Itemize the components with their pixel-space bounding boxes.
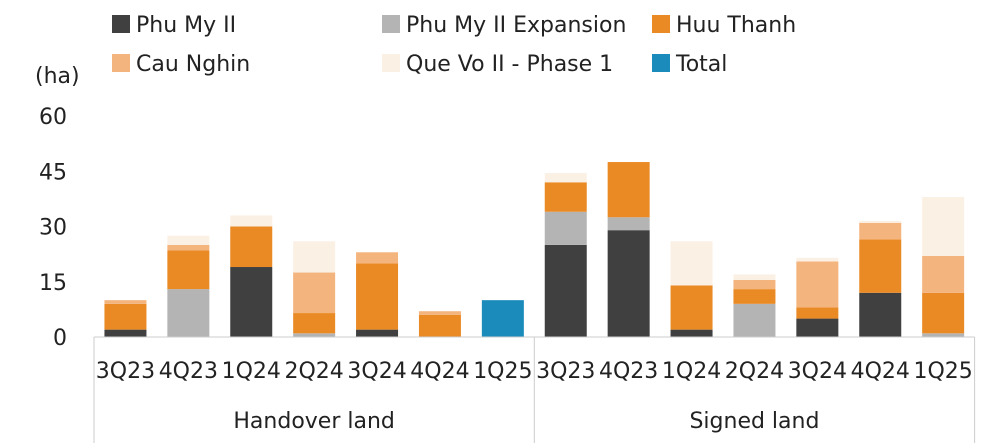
- bar-phu-my-ii-1q24: [670, 329, 713, 337]
- x-tick-label: 4Q24: [851, 359, 910, 384]
- legend-label-huu-thanh: Huu Thanh: [676, 13, 796, 38]
- bar-huu-thanh-1q24: [230, 226, 273, 268]
- bar-huu-thanh-4q24: [859, 239, 902, 293]
- bar-phu-my-ii-3q23: [544, 244, 587, 337]
- bar-phu-my-ii-3q23: [104, 329, 147, 337]
- bar-huu-thanh-3q24: [356, 263, 399, 330]
- bar-phu-my-ii-3q24: [796, 318, 839, 337]
- x-tick-label: 1Q24: [222, 359, 281, 384]
- group-label-signed-land: Signed land: [689, 409, 819, 434]
- bar-cau-nghin-3q24: [356, 252, 399, 264]
- bar-que-vo-ii-phase-1-3q24: [796, 257, 839, 262]
- x-tick-label: 2Q24: [284, 359, 343, 384]
- bar-phu-my-ii-expansion-2q24: [733, 303, 776, 337]
- x-tick-label: 3Q23: [96, 359, 155, 384]
- legend-swatch-total: [652, 54, 670, 72]
- bar-phu-my-ii-expansion-2q24: [293, 333, 336, 337]
- bar-huu-thanh-4q23: [167, 250, 210, 290]
- y-tick-label: 60: [39, 105, 67, 130]
- legend-label-cau-nghin: Cau Nghin: [136, 52, 250, 77]
- bar-phu-my-ii-expansion-1q25: [922, 333, 965, 337]
- x-tick-label: 4Q23: [159, 359, 218, 384]
- bar-phu-my-ii-4q24: [859, 292, 902, 337]
- bar-cau-nghin-4q23: [167, 244, 210, 251]
- bar-cau-nghin-3q24: [796, 261, 839, 308]
- bar-phu-my-ii-1q24: [230, 267, 273, 337]
- y-tick-label: 0: [53, 326, 67, 351]
- bar-phu-my-ii-expansion-4q23: [167, 289, 210, 337]
- legend-swatch-huu-thanh: [652, 15, 670, 33]
- bar-huu-thanh-3q23: [544, 182, 587, 212]
- bar-huu-thanh-1q24: [670, 285, 713, 330]
- bar-huu-thanh-4q24: [418, 314, 461, 337]
- x-tick-label: 2Q24: [725, 359, 784, 384]
- bar-huu-thanh-2q24: [293, 313, 336, 334]
- bar-huu-thanh-3q24: [796, 307, 839, 319]
- bar-que-vo-ii-phase-1-1q24: [230, 215, 273, 227]
- y-axis-label: (ha): [35, 64, 80, 89]
- bar-que-vo-ii-phase-1-2q24: [293, 241, 336, 273]
- bar-huu-thanh-2q24: [733, 289, 776, 304]
- y-axis-ticks: 0 15 30 45 60: [39, 105, 67, 351]
- legend-swatch-cau-nghin: [112, 54, 130, 72]
- legend-label-que-vo-ii-phase-1: Que Vo II - Phase 1: [406, 52, 613, 77]
- bar-total-1q25: [481, 300, 524, 337]
- y-tick-label: 30: [39, 216, 67, 241]
- x-axis: 3Q23 4Q23 1Q24 2Q24 3Q24 4Q24 1Q25 3Q23 4Q23 1Q24…: [93, 336, 976, 443]
- bar-que-vo-ii-phase-1-3q23: [544, 173, 587, 183]
- group-label-handover-land: Handover land: [233, 409, 395, 434]
- legend-label-total: Total: [675, 52, 727, 77]
- bar-cau-nghin-3q23: [104, 300, 147, 304]
- bar-phu-my-ii-3q24: [356, 329, 399, 337]
- bar-que-vo-ii-phase-1-4q24: [859, 220, 902, 223]
- legend-swatch-phu-my-ii: [112, 15, 130, 33]
- y-tick-label: 15: [39, 271, 67, 296]
- bar-huu-thanh-3q23: [104, 303, 147, 330]
- legend-label-phu-my-ii-expansion: Phu My II Expansion: [406, 13, 626, 38]
- legend-label-phu-my-ii: Phu My II: [136, 13, 236, 38]
- bar-cau-nghin-2q24: [293, 272, 336, 314]
- bar-huu-thanh-4q23: [607, 162, 650, 218]
- x-tick-label: 3Q24: [347, 359, 406, 384]
- bar-cau-nghin-2q24: [733, 279, 776, 290]
- bar-cau-nghin-4q24: [859, 222, 902, 240]
- x-tick-label: 1Q24: [662, 359, 721, 384]
- bar-que-vo-ii-phase-1-2q24: [733, 274, 776, 280]
- bar-phu-my-ii-4q23: [607, 230, 650, 337]
- x-tick-label: 3Q24: [788, 359, 847, 384]
- x-tick-label: 1Q25: [913, 359, 972, 384]
- legend-swatch-que-vo-ii-phase-1: [382, 54, 400, 72]
- bars: [104, 162, 965, 337]
- x-tick-label: 4Q24: [410, 359, 469, 384]
- bar-que-vo-ii-phase-1-1q25: [922, 197, 965, 256]
- bar-phu-my-ii-expansion-3q23: [544, 211, 587, 245]
- bar-cau-nghin-1q25: [922, 255, 965, 293]
- x-tick-label: 1Q25: [473, 359, 532, 384]
- x-tick-label: 4Q23: [599, 359, 658, 384]
- legend: Phu My II Phu My II Expansion Huu Thanh Cau…: [112, 13, 796, 77]
- x-tick-label: 3Q23: [536, 359, 595, 384]
- bar-phu-my-ii-expansion-4q23: [607, 217, 650, 231]
- bar-cau-nghin-4q24: [418, 311, 461, 315]
- bar-que-vo-ii-phase-1-4q23: [167, 235, 210, 245]
- bar-huu-thanh-1q25: [922, 292, 965, 334]
- bar-que-vo-ii-phase-1-1q24: [670, 241, 713, 286]
- y-tick-label: 45: [39, 160, 67, 185]
- legend-swatch-phu-my-ii-expansion: [382, 15, 400, 33]
